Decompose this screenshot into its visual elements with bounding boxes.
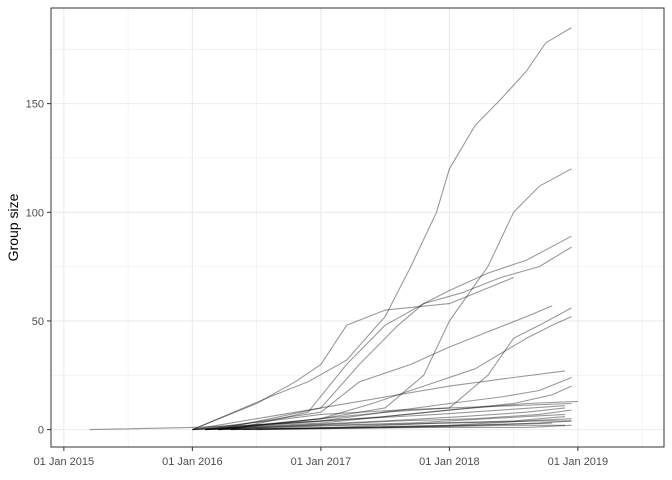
x-tick-label: 01 Jan 2019 <box>548 456 609 468</box>
series-line-group-3 <box>217 235 572 431</box>
series-line-group-23 <box>256 424 572 431</box>
panel-border <box>50 7 665 448</box>
series-line-group-12 <box>89 400 578 431</box>
series-line-group-17 <box>205 413 566 431</box>
x-tick-label: 01 Jan 2016 <box>162 456 223 468</box>
y-tick-label: 150 <box>26 99 44 111</box>
series-line-group-6 <box>205 305 553 431</box>
series-line-group-9 <box>192 370 566 431</box>
series-line-group-16 <box>205 409 572 431</box>
y-tick-label: 0 <box>38 425 44 437</box>
x-tick-label: 01 Jan 2018 <box>419 456 480 468</box>
y-axis-title: Group size <box>5 193 21 261</box>
series-line-group-19 <box>218 418 572 431</box>
series-line-group-7 <box>205 316 572 431</box>
series-line-group-22 <box>243 424 565 431</box>
series-line-group-1 <box>192 27 572 431</box>
x-tick-label: 01 Jan 2017 <box>291 456 352 468</box>
series-line-group-24 <box>205 420 572 431</box>
series-line-group-15 <box>192 407 566 431</box>
y-axis: 0 50 100 150 <box>26 99 51 437</box>
series-line-group-11 <box>192 385 572 431</box>
series-line-group-14 <box>192 405 566 431</box>
series-line-group-13 <box>192 402 572 431</box>
series-line-group-2 <box>218 168 572 431</box>
major-gridlines <box>51 8 664 447</box>
y-tick-label: 50 <box>32 316 44 328</box>
series-line-group-21 <box>230 422 553 431</box>
series-line-group-10 <box>205 376 572 431</box>
series-line-group-8 <box>218 307 572 431</box>
series-line-group-20 <box>230 420 572 431</box>
series-line-group-4 <box>230 246 572 431</box>
x-tick-label: 01 Jan 2015 <box>34 456 95 468</box>
y-tick-label: 100 <box>26 207 44 219</box>
x-axis: 01 Jan 2015 01 Jan 2016 01 Jan 2017 01 Jan … <box>34 447 609 468</box>
minor-gridlines <box>51 8 664 447</box>
series-line-group-5 <box>192 276 514 431</box>
series-line-group-18 <box>218 416 566 431</box>
series-lines <box>89 27 578 431</box>
